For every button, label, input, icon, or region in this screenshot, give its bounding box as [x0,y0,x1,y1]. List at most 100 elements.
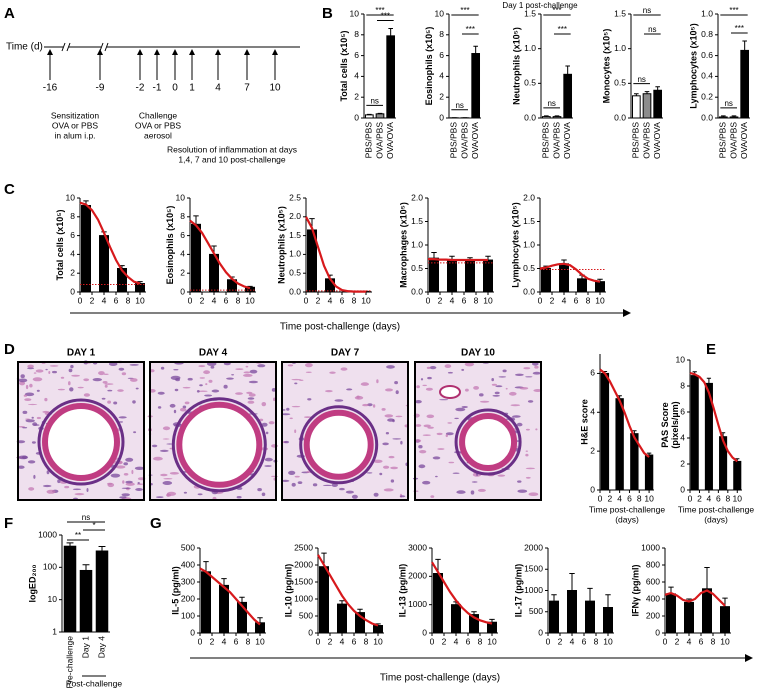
significance-label: *** [735,24,744,33]
error-bar [551,594,557,602]
error-bar [239,596,245,603]
y-tick-label: 400 [646,593,660,603]
tissue-texture [386,365,395,369]
y-tick-label: 200 [181,593,195,603]
tissue-texture [121,487,132,489]
tissue-texture [373,492,379,497]
bar [595,281,605,293]
y-tick-label: 1.0 [523,239,535,249]
tissue-texture [123,462,128,466]
x-tick-label: 6 [224,295,229,305]
image-border [149,361,277,501]
y-tick-label: 8 [180,211,185,221]
y-tick-label: 0 [190,627,195,637]
tissue-texture [437,448,445,450]
tissue-texture [261,402,267,407]
tissue-texture [425,387,433,391]
tissue-texture [284,440,289,444]
tissue-texture [519,387,529,390]
significance-label: ns [547,99,555,108]
y-tick-label: 10 [676,354,686,364]
tissue-texture [25,384,29,390]
y-tick-label: 1.5 [524,8,536,18]
bar [219,584,229,634]
x-tick-label: 10 [255,636,265,646]
bar [79,569,93,633]
y-tick-label: 0 [538,627,543,637]
bar [577,278,587,293]
x-tick-label: 2 [550,295,555,305]
y-axis-label: Lymphocytes (x10⁵) [510,202,520,287]
bar [483,259,493,293]
tissue-texture [430,495,435,498]
tissue-texture [265,431,269,435]
tissue-texture [448,461,455,464]
tissue-texture [36,389,40,392]
y-tick-label: 1 [52,626,57,636]
tissue-texture [131,469,134,475]
tissue-texture [419,450,427,454]
category-label: OVA/PBS [551,122,561,159]
y-tick-label: 0 [422,627,427,637]
y-tick-label: 300 [181,576,195,586]
y-axis-label: Total cells (x10⁵) [339,30,349,101]
tissue-texture [426,366,431,369]
category-label: PBS/PBS [718,122,728,159]
y-tick-label: 6 [70,230,75,240]
fit-curve [428,258,488,262]
tissue-texture [516,422,523,427]
x-tick-label: 2 [675,636,680,646]
tissue-texture [505,387,508,390]
tissue-texture [533,389,543,392]
y-axis-label: Macrophages (x10⁵) [398,202,408,288]
bar [191,223,201,293]
challenge-label: aerosol [144,130,172,140]
tissue-texture [243,371,251,374]
tissue-texture [281,413,291,416]
tissue-texture [257,364,266,368]
category-label: PBS/PBS [631,122,641,159]
y-tick-label: 100 [43,562,57,572]
x-tick-label: 4 [562,295,567,305]
y-tick-label: 1000 [641,542,660,552]
fit-curve [599,368,650,458]
tissue-texture [282,409,286,411]
tissue-texture [107,389,113,392]
y-tick-label: 2 [439,91,444,101]
tissue-texture [312,483,318,487]
tissue-texture [107,482,115,488]
tissue-texture [416,385,420,389]
tissue-texture [69,387,74,392]
y-tick-label: 4 [680,432,685,442]
significance-label: *** [466,25,475,34]
tissue-texture [159,449,169,452]
tissue-texture [173,409,177,414]
tissue-texture [243,373,253,377]
bar [733,460,742,491]
y-axis-label: logED₂₀₀ [28,564,38,602]
tissue-texture [183,491,187,494]
histology-image [16,360,146,501]
tissue-texture [199,377,205,379]
tissue-texture [22,427,28,429]
tissue-texture [528,492,539,497]
bar [433,573,443,634]
error-bar [706,377,712,384]
tissue-texture [382,442,389,446]
category-label: PBS/PBS [541,122,551,159]
tissue-texture [245,365,249,368]
y-tick-label: 100 [181,610,195,620]
y-tick-label: 6 [439,50,444,60]
category-label: Day 1 [80,636,90,658]
y-tick-label: 0 [70,286,75,296]
tissue-texture [137,482,140,484]
resolution-label: 1,4, 7 and 10 post-challenge [178,154,286,164]
tissue-texture [72,488,82,491]
tissue-texture [248,380,258,384]
panel-label: E [706,341,716,358]
y-tick-label: 8 [70,211,75,221]
y-tick-label: 1.5 [411,216,423,226]
y-tick-label: 0 [439,112,444,122]
tissue-texture [46,489,56,494]
tissue-texture [445,434,448,438]
